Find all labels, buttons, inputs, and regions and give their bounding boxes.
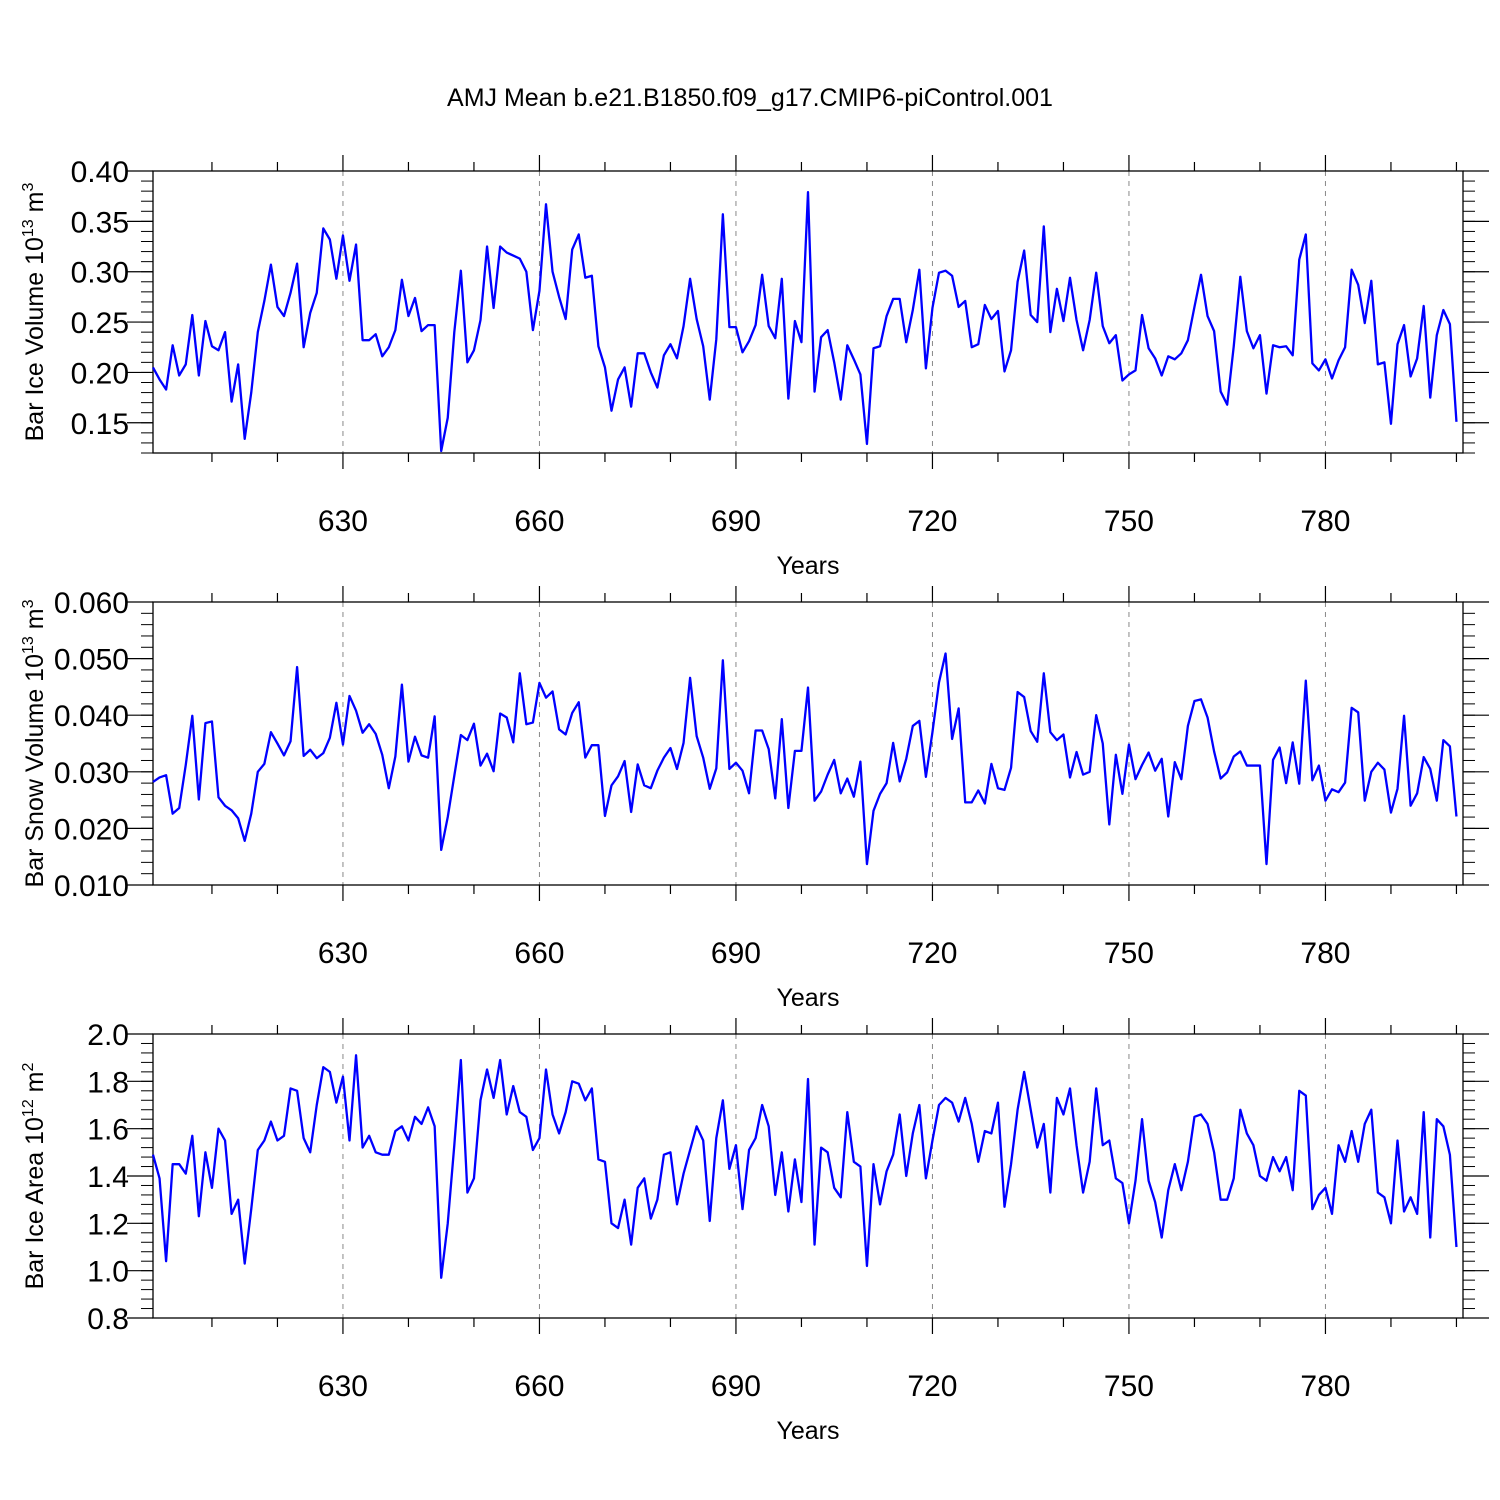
ice-volume-series-line [151,190,1458,453]
snow-volume-y-axis-title: Bar Snow Volume 1013 m3 [20,599,49,887]
ice-area-xtick-label-780: 780 [1300,1370,1350,1403]
ice-area-xtick-label-720: 720 [907,1370,957,1403]
ice-area-xtick-label-630: 630 [318,1370,368,1403]
snow-volume-x-axis-title: Years [776,984,839,1012]
ice-area-xtick-label-660: 660 [514,1370,564,1403]
snow-volume-xtick-label-690: 690 [711,937,761,970]
snow-volume-series-line [152,652,1458,866]
ice-area-ytick-label-1.4: 1.4 [87,1161,129,1194]
panel-ice-volume: 0.15 0.20 0.25 0.30 0.35 0.40 630 660 690 720 750 7… [20,155,1489,580]
ice-volume-ytick-label-0.40: 0.40 [71,156,129,189]
ice-area-xtick-label-750: 750 [1104,1370,1154,1403]
snow-volume-xtick-label-660: 660 [514,937,564,970]
ice-volume-ytick-label-0.20: 0.20 [71,357,129,390]
snow-volume-xtick-label-630: 630 [318,937,368,970]
ice-volume-xtick-label-690: 690 [711,505,761,538]
ice-area-ytick-label-0.8: 0.8 [87,1303,129,1336]
ice-volume-ytick-label-0.35: 0.35 [71,206,129,239]
snow-volume-plot-frame [152,601,1464,886]
snow-volume-xtick-label-750: 750 [1104,937,1154,970]
snow-volume-ytick-label-0.010: 0.010 [54,870,129,903]
ice-area-ytick-label-1.0: 1.0 [87,1256,129,1289]
ice-volume-ytick-label-0.30: 0.30 [71,257,129,290]
snow-volume-ytick-label-0.050: 0.050 [54,644,129,677]
ice-area-series-line [151,1054,1458,1279]
ice-area-ytick-label-1.8: 1.8 [87,1066,129,1099]
ice-volume-xtick-label-660: 660 [514,505,564,538]
panel-snow-volume: 0.010 0.020 0.030 0.040 0.050 0.060 630 660 690 7… [20,586,1489,1012]
ice-area-plot-frame [152,1033,1464,1319]
ice-area-ytick-label-1.2: 1.2 [87,1208,129,1241]
ice-area-ytick-label-1.6: 1.6 [87,1114,129,1147]
snow-volume-ytick-label-0.030: 0.030 [54,757,129,790]
ice-volume-ytick-label-0.15: 0.15 [71,408,129,441]
ice-volume-x-axis-title: Years [776,552,839,580]
snow-volume-xtick-label-720: 720 [907,937,957,970]
ice-area-x-axis-title: Years [776,1417,839,1445]
snow-volume-ytick-label-0.040: 0.040 [54,700,129,733]
ice-area-ytick-label-2.0: 2.0 [87,1019,129,1052]
ice-area-y-axis-title: Bar Ice Area 1012 m2 [20,1063,49,1290]
ice-volume-xtick-label-750: 750 [1104,505,1154,538]
ice-volume-y-axis-title: Bar Ice Volume 1013 m3 [20,183,49,442]
panel-ice-area: 0.8 1.0 1.2 1.4 1.6 1.8 2.0 630 660 690 720 750 780 Y… [20,1018,1489,1445]
ice-volume-xtick-label-780: 780 [1300,505,1350,538]
ice-volume-ytick-label-0.25: 0.25 [71,307,129,340]
snow-volume-ytick-label-0.020: 0.020 [54,813,129,846]
ice-volume-xtick-label-630: 630 [318,505,368,538]
snow-volume-ytick-label-0.060: 0.060 [54,587,129,620]
snow-volume-xtick-label-780: 780 [1300,937,1350,970]
chart-title: AMJ Mean b.e21.B1850.f09_g17.CMIP6-piCon… [447,84,1053,112]
ice-volume-xtick-label-720: 720 [907,505,957,538]
ice-area-xtick-label-690: 690 [711,1370,761,1403]
